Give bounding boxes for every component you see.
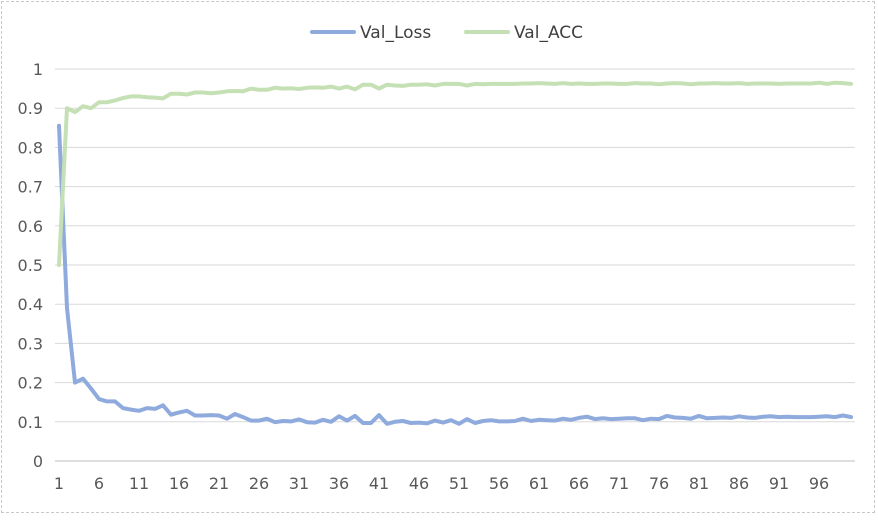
y-tick-label: 0.7 [18, 178, 43, 197]
x-tick-label: 41 [369, 474, 389, 493]
x-axis-tick-labels: 1 6 11 16 21 26 31 36 41 46 51 56 61 66 71 76 81 86 91 96 [54, 474, 829, 493]
y-tick-label: 0.4 [18, 295, 43, 314]
x-tick-label: 6 [94, 474, 104, 493]
y-tick-label: 0.2 [18, 374, 43, 393]
legend: Val_Loss Val_ACC [310, 23, 583, 43]
x-tick-label: 1 [54, 474, 64, 493]
x-tick-label: 91 [769, 474, 789, 493]
x-tick-label: 56 [489, 474, 509, 493]
x-tick-label: 71 [609, 474, 629, 493]
legend-label: Val_ACC [514, 23, 583, 43]
x-tick-label: 66 [569, 474, 589, 493]
x-tick-label: 61 [529, 474, 549, 493]
x-tick-label: 16 [169, 474, 189, 493]
legend-label: Val_Loss [360, 23, 431, 43]
y-tick-label: 0.1 [18, 413, 43, 432]
series-line-val-acc [57, 80, 853, 267]
y-tick-label: 0.6 [18, 217, 43, 236]
x-tick-label: 36 [329, 474, 349, 493]
x-tick-label: 21 [209, 474, 229, 493]
y-tick-label: 0.5 [18, 256, 43, 275]
y-tick-label: 1 [33, 60, 43, 79]
x-tick-label: 31 [289, 474, 309, 493]
x-tick-label: 86 [729, 474, 749, 493]
x-tick-label: 81 [689, 474, 709, 493]
x-tick-label: 26 [249, 474, 269, 493]
y-tick-label: 0 [33, 452, 43, 471]
x-tick-label: 76 [649, 474, 669, 493]
y-tick-label: 0.8 [18, 138, 43, 157]
series-lines [57, 80, 853, 426]
y-tick-label: 0.9 [18, 99, 43, 118]
x-tick-label: 11 [129, 474, 149, 493]
series-line-val-loss [57, 123, 853, 426]
grid-lines [55, 68, 855, 423]
y-tick-label: 0.3 [18, 334, 43, 353]
x-tick-label: 96 [809, 474, 829, 493]
x-tick-label: 46 [409, 474, 429, 493]
x-tick-label: 51 [449, 474, 469, 493]
y-axis-tick-labels: 0 0.1 0.2 0.3 0.4 0.5 0.6 0.7 0.8 0.9 1 [18, 60, 43, 471]
